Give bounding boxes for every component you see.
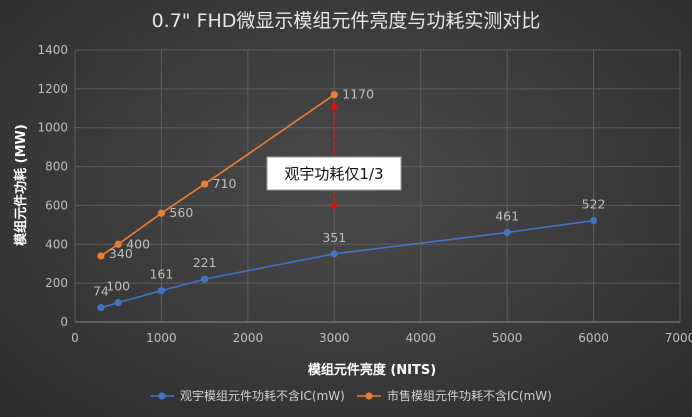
y-tick-label: 600: [45, 198, 68, 212]
data-point: [97, 304, 105, 312]
y-tick-label: 1400: [37, 43, 68, 57]
data-point: [503, 228, 511, 237]
data-point: [114, 240, 122, 248]
y-tick-label: 800: [45, 160, 68, 174]
data-label: 221: [193, 255, 217, 270]
legend-marker: [365, 392, 373, 400]
data-point: [330, 91, 338, 99]
axes: 0 200 400 600 800 1000 1200 1400 0 1000 2000 3000 40…: [37, 43, 692, 345]
y-tick-label: 400: [45, 237, 68, 251]
y-tick-label: 0: [60, 315, 68, 329]
x-tick-label: 2000: [233, 331, 264, 345]
data-label: 340: [109, 246, 133, 261]
y-tick-label: 1200: [37, 82, 68, 96]
chart-title: 0.7" FHD微显示模组元件亮度与功耗实测对比: [152, 10, 541, 32]
data-label: 522: [582, 197, 606, 212]
data-point: [157, 209, 166, 217]
data-point: [201, 275, 209, 283]
y-axis-title: 模组元件功耗 (MW): [13, 124, 29, 246]
x-tick-label: 3000: [319, 331, 350, 345]
x-tick-label: 5000: [492, 331, 523, 345]
y-tick-label: 1000: [37, 121, 68, 135]
data-point: [157, 287, 166, 295]
data-label: 400: [126, 236, 150, 251]
data-label: 74: [93, 284, 109, 299]
y-tick-label: 200: [45, 276, 68, 290]
data-point: [201, 180, 209, 188]
x-tick-label: 7000: [665, 331, 692, 345]
annotation: 观宇功耗仅1/3: [266, 101, 402, 211]
legend-label: 观宇模组元件功耗不含IC(mW): [180, 388, 345, 403]
data-label: 560: [169, 205, 193, 220]
data-label: 710: [213, 176, 237, 191]
data-point: [589, 216, 598, 225]
annotation-arrowhead-down: [330, 203, 339, 211]
series-layer: [97, 91, 598, 312]
x-tick-label: 4000: [405, 331, 436, 345]
data-label: 161: [149, 267, 173, 282]
annotation-text: 观宇功耗仅1/3: [284, 165, 383, 183]
legend: 观宇模组元件功耗不含IC(mW) 市售模组元件功耗不含IC(mW): [150, 388, 552, 403]
data-label: 351: [322, 230, 346, 245]
data-point: [330, 250, 338, 258]
x-tick-label: 1000: [146, 331, 177, 345]
x-tick-label: 0: [71, 331, 79, 345]
legend-marker: [158, 392, 166, 400]
data-point: [114, 298, 122, 307]
annotation-box: [266, 156, 402, 191]
data-label: 1170: [342, 87, 374, 102]
annotation-arrowhead-up: [330, 101, 339, 109]
x-tick-label: 6000: [578, 331, 609, 345]
legend-label: 市售模组元件功耗不含IC(mW): [387, 388, 552, 403]
data-label: 461: [495, 208, 519, 223]
data-label: 100: [106, 279, 130, 294]
series-line-1: [100, 219, 594, 309]
x-axis-title: 模组元件亮度 (NITS): [308, 362, 436, 378]
data-point: [97, 252, 105, 260]
